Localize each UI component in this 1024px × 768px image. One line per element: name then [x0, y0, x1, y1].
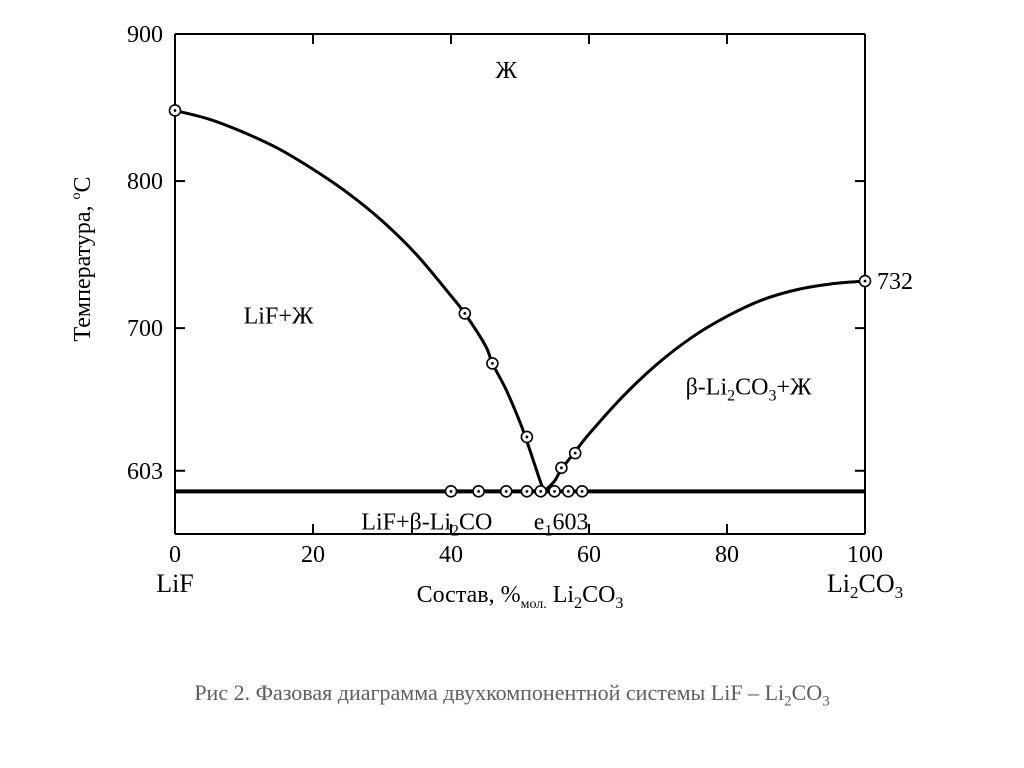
- x-tick-label: 80: [715, 542, 739, 568]
- left-liquidus: [175, 110, 544, 491]
- x-tick-label: 100: [847, 542, 883, 568]
- y-tick-label: 700: [127, 316, 163, 342]
- data-marker: [473, 486, 484, 497]
- data-marker: [535, 486, 546, 497]
- data-marker: [170, 105, 181, 116]
- phase-diagram-svg: 0 20 40 60 80 100 603 700 800 900 Температура, oС С…: [0, 0, 1024, 650]
- region-label: Ж: [495, 58, 517, 84]
- x-tick-label: 0: [169, 542, 181, 568]
- figure-stage: 0 20 40 60 80 100 603 700 800 900 Температура, oС С…: [0, 0, 1024, 768]
- y-tick-label: 800: [127, 169, 163, 195]
- data-marker: [577, 486, 588, 497]
- svg-text:Температура, oС: Температура, oС: [69, 177, 96, 342]
- x-axis-label: Состав, %мол. Li2CO3: [417, 582, 624, 612]
- left-endpoint-label: LiF: [156, 569, 194, 598]
- figure-caption: Рис 2. Фазовая диаграмма двухкомпонентно…: [0, 680, 1024, 710]
- data-marker: [501, 486, 512, 497]
- x-tick-label: 20: [301, 542, 325, 568]
- x-tick-label: 60: [577, 542, 601, 568]
- data-marker: [446, 486, 457, 497]
- region-label: e1603: [534, 510, 589, 540]
- data-marker: [563, 486, 574, 497]
- region-label: β-Li2CO3+Ж: [686, 374, 812, 404]
- data-marker: [521, 486, 532, 497]
- y-tick-label: 603: [127, 459, 163, 485]
- data-marker: [487, 358, 498, 369]
- data-marker: [549, 486, 560, 497]
- region-label: LiF+β-Li2CO: [361, 510, 492, 540]
- right-endpoint-label: Li2CO3: [827, 569, 903, 602]
- y-tick-label: 900: [127, 22, 163, 48]
- data-marker: [570, 448, 581, 459]
- y-axis-label: Температура, oС: [69, 177, 96, 342]
- x-tick-label: 40: [439, 542, 463, 568]
- data-marker: [556, 462, 567, 473]
- data-marker: [860, 276, 871, 287]
- data-marker: [459, 308, 470, 319]
- right-annotation: 732: [877, 269, 913, 295]
- region-label: LiF+Ж: [244, 304, 314, 330]
- data-marker: [521, 431, 532, 442]
